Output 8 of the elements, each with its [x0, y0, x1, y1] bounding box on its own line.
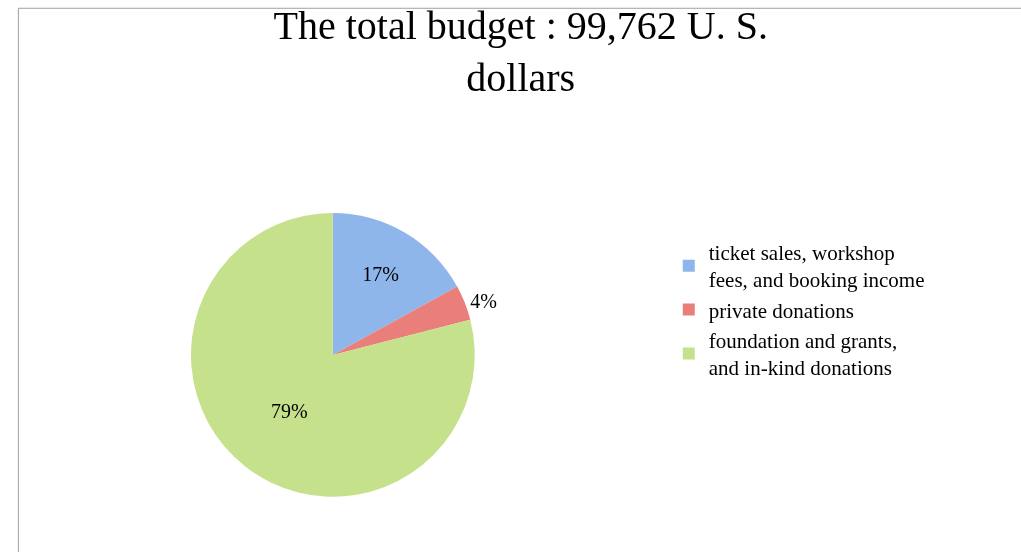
- chart-title: The total budget : 99,762 U. S. dollars: [273, 2, 768, 100]
- data-label: 17%: [362, 263, 400, 286]
- pie-slice: [332, 213, 458, 355]
- data-label: 4%: [470, 290, 497, 313]
- pie-slice: [332, 286, 471, 355]
- legend-label: private donations: [708, 298, 854, 323]
- data-label: 79%: [271, 399, 308, 422]
- legend-label: foundation and grants, and in-kind donations: [708, 329, 898, 381]
